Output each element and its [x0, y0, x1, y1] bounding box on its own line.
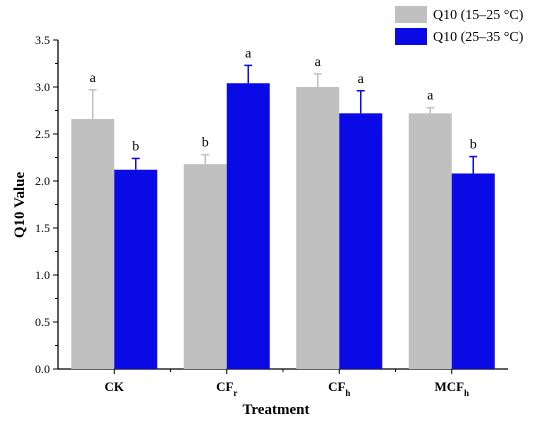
x-axis-title: Treatment	[243, 402, 310, 418]
significance-label: b	[470, 138, 477, 153]
legend-label: Q10 (15–25 °C)	[433, 8, 524, 23]
x-category-label: CK	[105, 379, 125, 394]
legend-swatch	[395, 28, 427, 45]
legend-swatch	[395, 6, 427, 23]
y-tick-label: 2.5	[35, 127, 50, 141]
bar-series1-1	[71, 118, 115, 370]
y-tick-label: 1.5	[35, 221, 50, 235]
x-category-label: CFh	[328, 379, 350, 398]
bar-series2-4	[451, 173, 495, 369]
y-tick-label: 1.0	[35, 268, 50, 282]
legend: Q10 (15–25 °C) Q10 (25–35 °C)	[395, 6, 524, 45]
x-category-label: CFr	[216, 379, 237, 398]
bar-series1-2	[183, 164, 227, 369]
y-axis-title: Q10 Value	[12, 172, 28, 239]
y-tick-label: 0.0	[35, 362, 50, 376]
y-tick-label: 3.0	[35, 80, 50, 94]
significance-label: a	[90, 71, 97, 86]
bar-series2-1	[114, 169, 158, 369]
significance-label: a	[358, 72, 365, 87]
significance-label: a	[427, 89, 434, 104]
y-tick-label: 3.5	[35, 33, 50, 47]
bar-series2-3	[339, 113, 383, 369]
bar-series1-4	[408, 113, 452, 369]
bar-series1-3	[296, 87, 340, 369]
significance-label: a	[245, 46, 252, 61]
significance-label: a	[315, 55, 322, 70]
significance-label: b	[202, 136, 209, 151]
y-tick-label: 0.5	[35, 315, 50, 329]
significance-label: b	[132, 139, 139, 154]
x-category-label: MCFh	[434, 379, 469, 398]
plot-area: 0.0 0.5 1.0 1.5 2.0 2.5 3.0 3.5 CK a b CFr b a CFh a a MC…	[35, 33, 508, 398]
bar-series2-2	[226, 83, 270, 370]
y-tick-label: 2.0	[35, 174, 50, 188]
legend-label: Q10 (25–35 °C)	[433, 30, 524, 45]
